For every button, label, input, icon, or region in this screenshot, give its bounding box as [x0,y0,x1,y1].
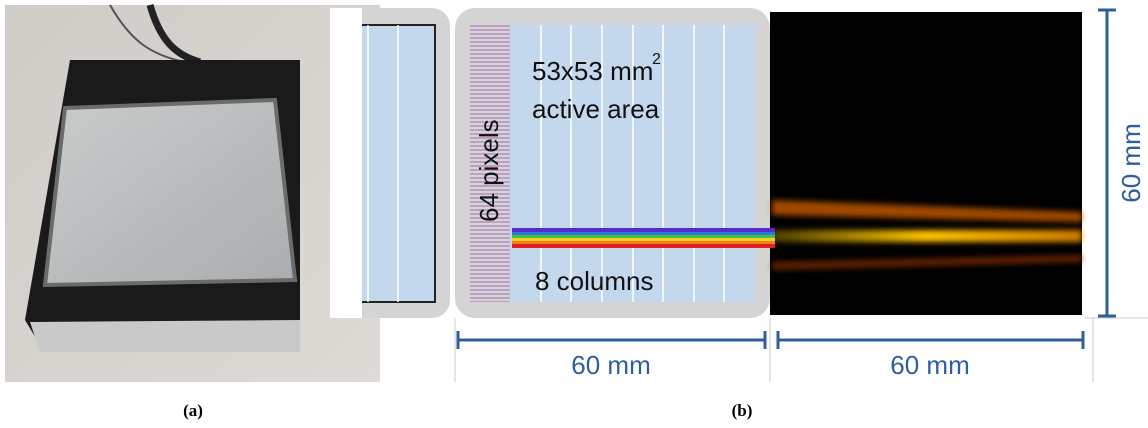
caption-b: (b) [732,401,753,420]
columns-label: 8 columns [535,266,654,296]
pixels-label: 64 pixels [474,119,504,222]
dimension-label: 60 mm [890,350,969,380]
photo [5,5,380,382]
figure: (a) 53x53 mm 2 active area 64 pixels 8 c… [0,0,1148,428]
area-sublabel: active area [532,94,660,124]
detector-diagram [330,8,1082,318]
caption-a: (a) [183,401,203,420]
dimension-label: 60 mm [1116,123,1146,202]
area-label: 53x53 mm [532,56,653,86]
guide-lines [455,318,1148,382]
area-exponent: 2 [652,51,661,68]
dimension-label: 60 mm [571,350,650,380]
